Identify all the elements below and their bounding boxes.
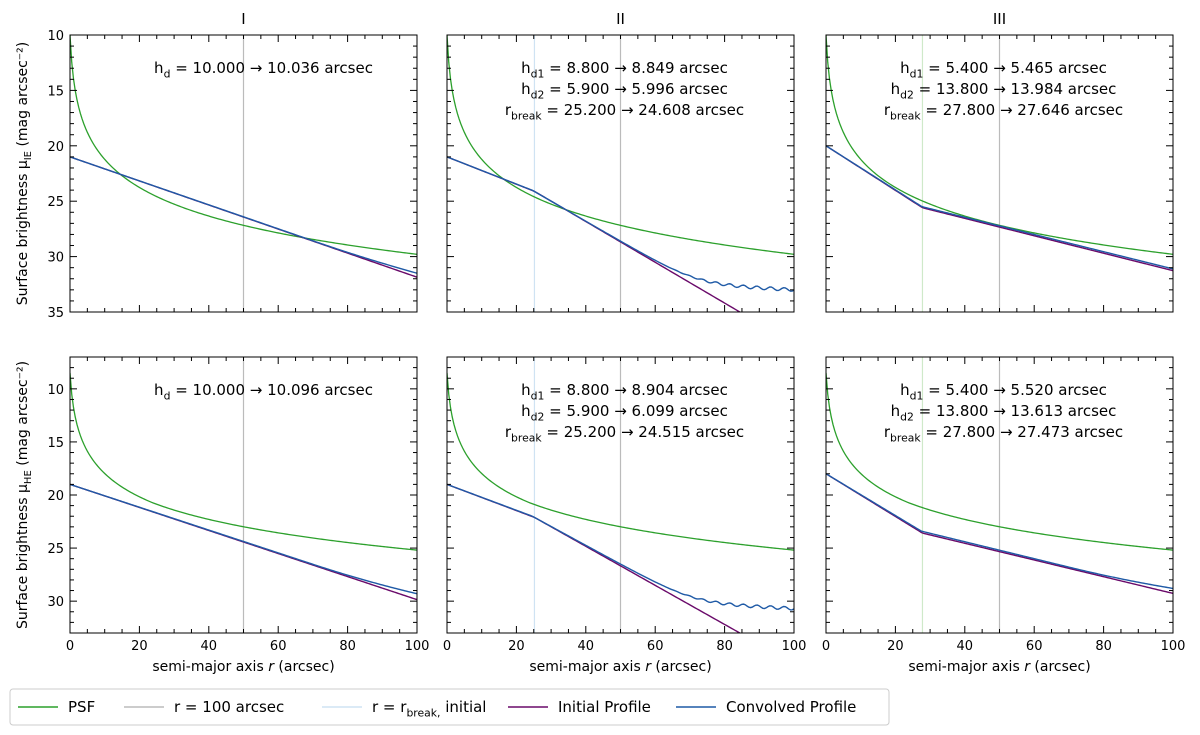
x-tick-label: 80 bbox=[716, 639, 733, 654]
annotation-text: hd1​ = 5.400 → 5.520 arcsec bbox=[900, 381, 1107, 403]
plot-area bbox=[826, 35, 1173, 312]
x-tick-label: 80 bbox=[1095, 639, 1112, 654]
plot-area bbox=[70, 357, 417, 633]
annotation-text: hd1​ = 8.800 → 8.904 arcsec bbox=[521, 381, 728, 403]
y-tick-label: 20 bbox=[47, 140, 64, 155]
y-tick-label: 10 bbox=[47, 383, 64, 398]
y-tick-label: 30 bbox=[47, 251, 64, 266]
convolved-profile-line bbox=[70, 483, 417, 595]
legend-label-convolved: Convolved Profile bbox=[726, 698, 856, 716]
plot-area bbox=[70, 35, 417, 312]
x-tick-label: 40 bbox=[201, 639, 218, 654]
annotation-text: hd2​ = 5.900 → 6.099 arcsec bbox=[521, 402, 728, 424]
x-tick-label: 60 bbox=[647, 639, 664, 654]
x-axis-label: semi-major axis r (arcsec) bbox=[908, 659, 1090, 675]
x-tick-label: 40 bbox=[578, 639, 595, 654]
annotation-text: hd1​ = 5.400 → 5.465 arcsec bbox=[900, 59, 1107, 81]
annotation-text: hd​ = 10.000 → 10.036 arcsec bbox=[154, 59, 373, 81]
column-title: I bbox=[241, 10, 245, 28]
convolved-profile-line bbox=[447, 483, 794, 611]
convolved-profile-line bbox=[447, 156, 794, 292]
plot-area bbox=[447, 35, 794, 312]
annotation-text: hd2​ = 5.900 → 5.996 arcsec bbox=[521, 80, 728, 102]
x-axis-label: semi-major axis r (arcsec) bbox=[152, 659, 334, 675]
x-tick-label: 0 bbox=[443, 639, 451, 654]
annotation-text: hd2​ = 13.800 → 13.613 arcsec bbox=[891, 402, 1117, 424]
annotation-text: rbreak​ = 25.200 → 24.608 arcsec bbox=[505, 101, 744, 123]
y-tick-label: 15 bbox=[47, 436, 64, 451]
legend-box bbox=[9, 688, 890, 726]
plot-area bbox=[447, 357, 794, 633]
panel-bottom-III: 0 20 40 60 80 100 semi-major axis r (arcsec) hd… bbox=[822, 356, 1186, 675]
convolved-profile-line bbox=[826, 473, 1173, 590]
x-tick-label: 20 bbox=[508, 639, 525, 654]
plot-area bbox=[826, 357, 1173, 633]
x-tick-label: 0 bbox=[66, 639, 74, 654]
y-tick-label: 30 bbox=[47, 595, 64, 610]
x-tick-label: 0 bbox=[822, 639, 830, 654]
y-tick-label: 35 bbox=[47, 306, 64, 321]
x-tick-label: 40 bbox=[957, 639, 974, 654]
x-axis-label: semi-major axis r (arcsec) bbox=[529, 659, 711, 675]
annotation-text: rbreak​ = 27.800 → 27.473 arcsec bbox=[884, 423, 1123, 445]
y-tick-label: 20 bbox=[47, 489, 64, 504]
convolved-profile-line bbox=[826, 145, 1173, 270]
annotation-text: hd1​ = 8.800 → 8.849 arcsec bbox=[521, 59, 728, 81]
column-title: II bbox=[616, 10, 625, 28]
y-tick-label: 15 bbox=[47, 84, 64, 99]
annotation-text: rbreak​ = 27.800 → 27.646 arcsec bbox=[884, 101, 1123, 123]
legend-label-psf: PSF bbox=[68, 698, 95, 716]
psf-curve bbox=[826, 372, 1173, 551]
x-tick-label: 60 bbox=[1026, 639, 1043, 654]
convolved-profile-line bbox=[70, 156, 417, 274]
psf-curve bbox=[70, 35, 417, 255]
panel-bottom-II: 0 20 40 60 80 100 semi-major axis r (arcsec) hd… bbox=[443, 356, 807, 675]
y-tick-label: 25 bbox=[47, 195, 64, 210]
x-tick-label: 100 bbox=[1161, 639, 1186, 654]
x-tick-label: 60 bbox=[270, 639, 287, 654]
panel-top-I: 10 15 20 25 30 35 Surface brightness μIE (mag … bbox=[15, 10, 418, 321]
legend-label-vline: r = 100 arcsec bbox=[174, 698, 284, 716]
x-tick-label: 100 bbox=[782, 639, 807, 654]
legend-label-breakline: r = rbreak,​ initial bbox=[372, 698, 486, 720]
column-title: III bbox=[993, 10, 1006, 28]
x-tick-label: 80 bbox=[339, 639, 356, 654]
annotation-text: rbreak​ = 25.200 → 24.515 arcsec bbox=[505, 423, 744, 445]
y-tick-label: 10 bbox=[47, 29, 64, 44]
psf-curve bbox=[447, 372, 794, 551]
panel-bottom-I: 0 20 40 60 80 100 semi-major axis r (arcsec) 10… bbox=[15, 356, 430, 675]
y-axis-label: Surface brightness μIE (mag arcsec⁻²) bbox=[15, 42, 34, 306]
y-axis-label: Surface brightness μHE (mag arcsec⁻²) bbox=[15, 361, 34, 629]
x-tick-label: 20 bbox=[887, 639, 904, 654]
legend-label-initial: Initial Profile bbox=[558, 698, 651, 716]
psf-curve bbox=[70, 372, 417, 551]
y-tick-label: 25 bbox=[47, 542, 64, 557]
annotation-text: hd​ = 10.000 → 10.096 arcsec bbox=[154, 381, 373, 403]
x-tick-label: 100 bbox=[405, 639, 430, 654]
annotation-text: hd2​ = 13.800 → 13.984 arcsec bbox=[891, 80, 1117, 102]
x-tick-label: 20 bbox=[131, 639, 148, 654]
legend: PSF r = 100 arcsec r = rbreak,​ initial Ini… bbox=[9, 688, 890, 726]
